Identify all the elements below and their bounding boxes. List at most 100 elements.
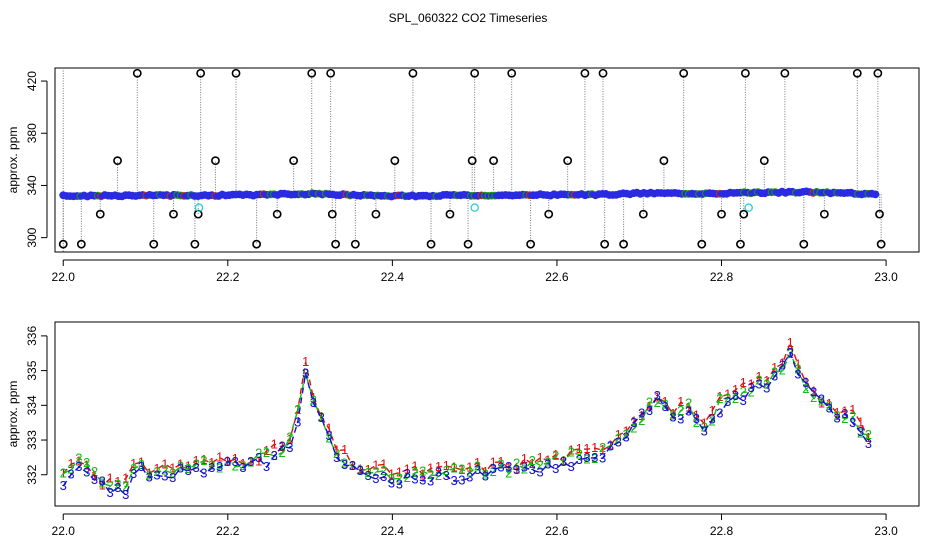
- series-3-point-label: 3: [83, 464, 90, 479]
- series-3-point-label: 3: [677, 411, 684, 426]
- series-2-point-label: 2: [380, 463, 387, 478]
- series-1-point-label: 1: [810, 384, 817, 399]
- series-3-point-label: 3: [591, 450, 598, 465]
- series-3-point-label: 3: [146, 470, 153, 485]
- series-3-point-label: 3: [497, 460, 504, 475]
- top-x-tick-label: 22.8: [710, 270, 734, 284]
- top-x-tick-label: 22.0: [52, 270, 76, 284]
- series-3-point-label: 3: [560, 454, 567, 469]
- series-1-point-label: 1: [818, 395, 825, 410]
- series-2-point-label: 2: [568, 445, 575, 460]
- outlier-point: [697, 239, 707, 249]
- series-2-point-label: 2: [607, 438, 614, 453]
- series-3-point-label: 3: [536, 465, 543, 480]
- series-3-point-label: 3: [771, 369, 778, 384]
- series-2-point-label: 2: [333, 446, 340, 461]
- top-x-tick-label: 22.2: [216, 270, 240, 284]
- series-1-point-label: 1: [497, 454, 504, 469]
- series-1-point-label: 1: [740, 375, 747, 390]
- series-3-point-label: 3: [341, 457, 348, 472]
- series-3-point-label: 3: [818, 391, 825, 406]
- series-2-point-label: 2: [701, 420, 708, 435]
- series-1-point-label: 1: [544, 452, 551, 467]
- series-2-point-label: 2: [685, 395, 692, 410]
- series-3-point-label: 3: [75, 459, 82, 474]
- series-1-point-label: 1: [490, 454, 497, 469]
- series-1-point-label: 1: [435, 459, 442, 474]
- series-3-point-label: 3: [310, 395, 317, 410]
- series-2-point-label: 2: [138, 457, 145, 472]
- series-1-point-label: 1: [833, 405, 840, 420]
- series-2-point-label: 2: [286, 430, 293, 445]
- series-1-point-label: 1: [857, 414, 864, 429]
- series-3-point-label: 3: [372, 471, 379, 486]
- series-3-point-label: 3: [404, 466, 411, 481]
- outlier-point: [740, 68, 750, 78]
- series-2-point-label: 2: [263, 445, 270, 460]
- series-1-point-label: 1: [536, 450, 543, 465]
- series-2-point-label: 2: [833, 408, 840, 423]
- series-2-point-label: 2: [419, 463, 426, 478]
- figure-title: SPL_060322 CO2 Timeseries: [389, 11, 548, 25]
- series-3-point-label: 3: [435, 464, 442, 479]
- outlier-point: [580, 68, 590, 78]
- bottom-panel-flag-series: approx. ppm 11 1 111 1 1 11 11 1 1 1 1 1 1 1 1 1 1 1 1 1 11 1…: [6, 321, 920, 538]
- series-3-point-label: 3: [661, 399, 668, 414]
- series-3-point-label: 3: [60, 478, 67, 493]
- series-2-point-label: 2: [91, 464, 98, 479]
- outlier-point: [196, 68, 206, 78]
- series-3-point-label: 3: [529, 462, 536, 477]
- outlier-point: [426, 239, 436, 249]
- bottom-y-tick-label: 332: [25, 464, 39, 484]
- series-1-point-label: 1: [380, 457, 387, 472]
- series-1-point-label: 1: [216, 450, 223, 465]
- series-1-point-label: 1: [802, 375, 809, 390]
- outlier-point: [289, 156, 299, 166]
- series-1-point-label: 1: [724, 387, 731, 402]
- series-2-point-label: 2: [583, 452, 590, 467]
- series-2-point-label: 2: [810, 390, 817, 405]
- series-3-point-label: 3: [513, 462, 520, 477]
- series-3-point-label: 3: [161, 469, 168, 484]
- baseline-point: [871, 190, 880, 199]
- series-3-point-label: 3: [247, 454, 254, 469]
- outlier-point: [231, 68, 241, 78]
- outlier-point: [390, 156, 400, 166]
- outlier-point: [76, 239, 86, 249]
- series-3-point-label: 3: [99, 474, 106, 489]
- series-1-point-label: 1: [763, 373, 770, 388]
- series-1-point-label: 1: [646, 398, 653, 413]
- series-3-point-label: 3: [826, 401, 833, 416]
- series-3-point-label: 3: [763, 380, 770, 395]
- outlier-point: [598, 68, 608, 78]
- series-3-point-label: 3: [286, 440, 293, 455]
- series-1-point-label: 1: [325, 421, 332, 436]
- series-2-point-label: 2: [60, 466, 67, 481]
- series-1-point-label: 1: [755, 369, 762, 384]
- series-3-point-label: 3: [607, 438, 614, 453]
- series-1-point-label: 1: [169, 461, 176, 476]
- outlier-point: [445, 209, 455, 219]
- series-3-point-label: 3: [701, 424, 708, 439]
- cyan-marker-point: [744, 203, 753, 212]
- outlier-point: [371, 209, 381, 219]
- series-2-point-label: 2: [490, 464, 497, 479]
- series-3-point-label: 3: [857, 424, 864, 439]
- series-3-point-label: 3: [599, 450, 606, 465]
- top-x-tick-label: 22.4: [381, 270, 405, 284]
- bottom-x-tick-label: 22.2: [216, 524, 240, 538]
- series-2-point-label: 2: [341, 456, 348, 471]
- outlier-point: [326, 68, 336, 78]
- series-1-point-label: 1: [693, 407, 700, 422]
- series-2-point-label: 2: [443, 463, 450, 478]
- series-2-point-label: 2: [364, 465, 371, 480]
- series-3-point-label: 3: [669, 410, 676, 425]
- series-1-point-label: 1: [396, 465, 403, 480]
- series-3-point-label: 3: [622, 430, 629, 445]
- series-2-point-label: 2: [349, 458, 356, 473]
- series-1-point-label: 1: [482, 464, 489, 479]
- series-1-point-label: 1: [372, 457, 379, 472]
- series-2-point-label: 2: [638, 413, 645, 428]
- series-3-point-label: 3: [302, 365, 309, 380]
- series-1-point-label: 1: [333, 443, 340, 458]
